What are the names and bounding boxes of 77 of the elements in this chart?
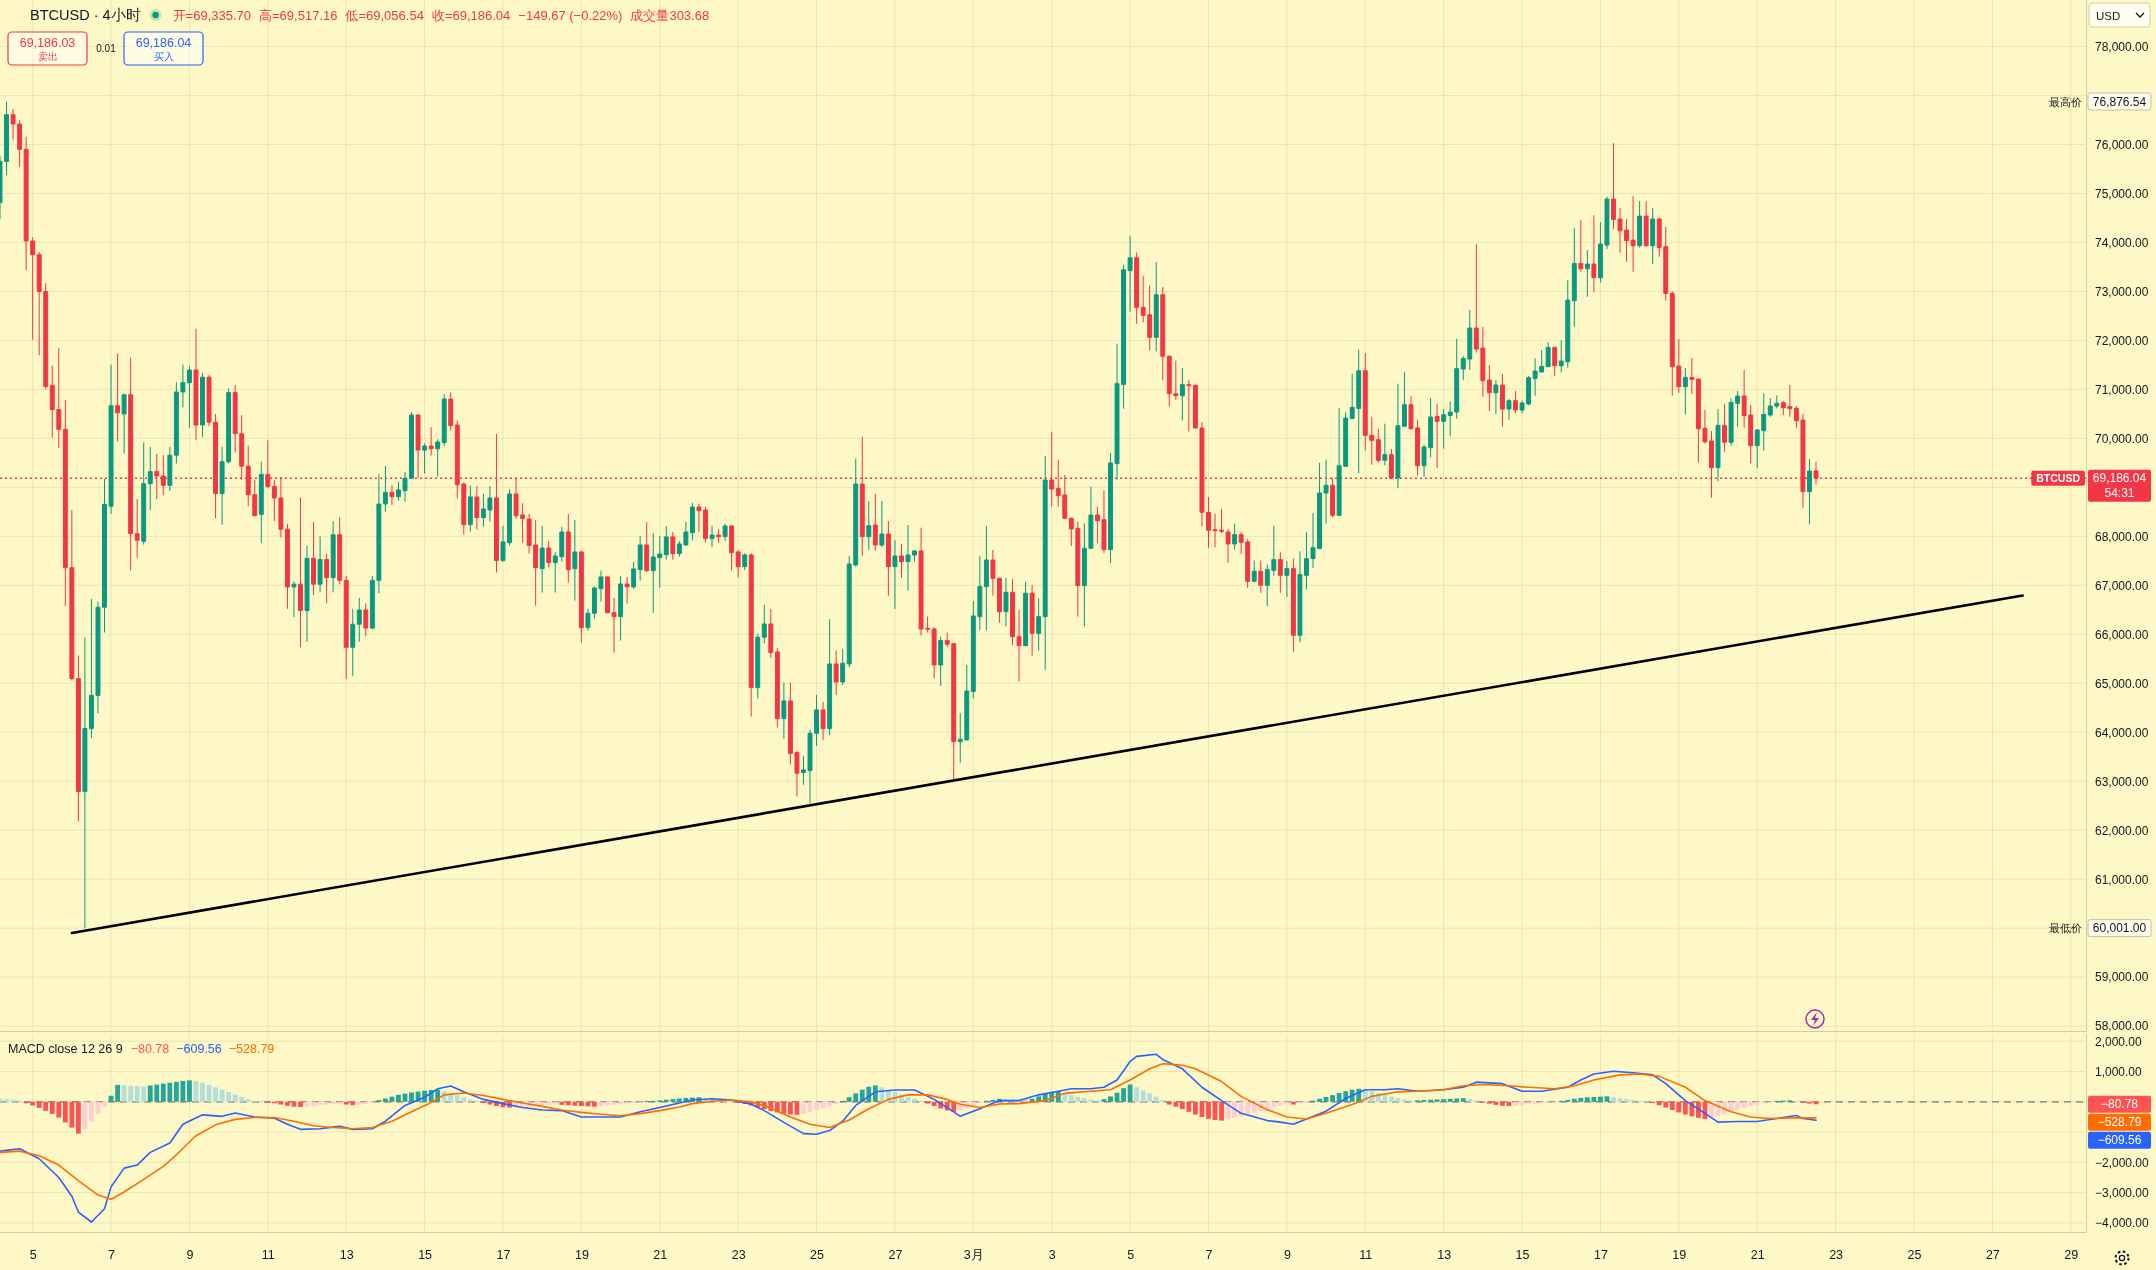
x-tick-label: 7 [1205, 1247, 1213, 1262]
x-tick-label: 5 [1127, 1247, 1135, 1262]
x-tick-label: 27 [888, 1247, 903, 1262]
y-tick-label: 58,000.00 [2095, 1019, 2149, 1034]
x-tick-label: 11 [1359, 1247, 1373, 1262]
annotation: 开=69,335.70 [172, 8, 252, 23]
y-tick-label: 71,000.00 [2095, 382, 2149, 397]
x-tick-label: 9 [186, 1247, 194, 1262]
x-tick-label: 15 [1515, 1247, 1530, 1262]
annotation: 买入 [153, 51, 174, 62]
annotation: −609.56 [176, 1042, 222, 1056]
y-tick-label: 70,000.00 [2095, 431, 2149, 446]
text: −609.56 [2097, 1133, 2142, 1148]
x-tick-label: 17 [1593, 1247, 1608, 1262]
x-tick-label: 29 [2064, 1247, 2079, 1262]
y-tick-label: −4,000.00 [2095, 1216, 2150, 1231]
x-tick-label: 13 [1437, 1247, 1452, 1262]
text: USD [2096, 10, 2121, 22]
annotation: BTCUSD [2036, 472, 2081, 485]
x-tick-label: 3月 [963, 1247, 984, 1262]
y-tick-label: 2,000.00 [2095, 1034, 2143, 1049]
x-tick-label: 25 [810, 1247, 825, 1262]
x-tick-label: 9 [1283, 1247, 1291, 1262]
x-tick-label: 13 [339, 1247, 354, 1262]
y-tick-label: 67,000.00 [2095, 578, 2149, 593]
x-tick-label: 7 [108, 1247, 116, 1262]
annotation: 69,186.04 [135, 36, 192, 50]
y-tick-label: 76,000.00 [2095, 137, 2149, 152]
x-tick-label: 19 [574, 1247, 589, 1262]
y-tick-label: 68,000.00 [2095, 529, 2149, 544]
y-tick-label: 72,000.00 [2095, 333, 2149, 348]
x-tick-label: 23 [731, 1247, 746, 1262]
x-tick-label: 11 [261, 1247, 275, 1262]
annotation: 69,186.03 [19, 36, 76, 50]
y-tick-label: 62,000.00 [2095, 823, 2149, 838]
annotation: −528.79 [228, 1042, 275, 1056]
text: −528.79 [2097, 1115, 2142, 1130]
text: 54:31 [2104, 486, 2135, 501]
annotation: −80.78 [130, 1042, 170, 1056]
x-tick-label: 5 [29, 1247, 37, 1262]
annotation: 低=69,056.54 [345, 8, 424, 23]
y-tick-label: 66,000.00 [2095, 627, 2149, 642]
annotation: 最高价 [2049, 95, 2082, 108]
x-tick-label: 19 [1672, 1247, 1687, 1262]
x-tick-label: 23 [1829, 1247, 1844, 1262]
x-tick-label: 17 [496, 1247, 511, 1262]
annotation: 卖出 [37, 51, 58, 62]
y-tick-label: 65,000.00 [2095, 676, 2149, 691]
x-tick-label: 3 [1048, 1247, 1056, 1262]
y-tick-label: −2,000.00 [2095, 1155, 2150, 1170]
annotation: 收=69,186.04 [431, 8, 511, 23]
y-tick-label: 64,000.00 [2095, 725, 2149, 740]
y-tick-label: 1,000.00 [2095, 1064, 2143, 1079]
annotation: 成交量303.68 [630, 8, 710, 23]
annotation: 最低价 [2049, 922, 2082, 935]
y-tick-label: 73,000.00 [2095, 284, 2149, 299]
annotation: −149.67 (−0.22%) [518, 8, 623, 23]
annotation: 0.01 [96, 43, 117, 54]
annotation: 高=69,517.16 [259, 8, 338, 23]
y-tick-label: 63,000.00 [2095, 774, 2149, 789]
text: −80.78 [2100, 1097, 2139, 1112]
y-tick-label: 78,000.00 [2095, 39, 2149, 54]
y-tick-label: 74,000.00 [2095, 235, 2149, 250]
x-tick-label: 21 [1750, 1247, 1765, 1262]
x-tick-label: 25 [1907, 1247, 1922, 1262]
text: MACD close 12 26 9 [8, 1042, 123, 1056]
y-tick-label: 61,000.00 [2095, 872, 2149, 887]
text: 76,876.54 [2092, 94, 2147, 109]
x-tick-label: 21 [653, 1247, 668, 1262]
y-tick-label: 75,000.00 [2095, 186, 2149, 201]
x-tick-label: 27 [1985, 1247, 2000, 1262]
text: 60,001.00 [2092, 921, 2147, 936]
ref-line-label: 69,186.04 [2092, 471, 2147, 486]
y-tick-label: −3,000.00 [2095, 1185, 2150, 1200]
x-tick-label: 15 [418, 1247, 433, 1262]
y-tick-label: 59,000.00 [2095, 970, 2149, 985]
text: BTCUSD · 4小时 [30, 7, 141, 23]
